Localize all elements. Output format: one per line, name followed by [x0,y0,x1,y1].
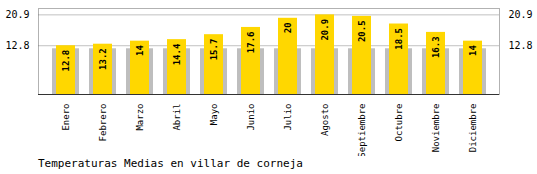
svg-text:Agosto: Agosto [320,104,330,137]
svg-text:Julio: Julio [283,104,293,131]
html-text:Temperaturas Medias en villar: Temperaturas Medias en villar de corneja [38,157,303,170]
svg-text:20.9: 20.9 [320,19,330,41]
svg-text:12.8: 12.8 [5,40,29,51]
svg-text:Mayo: Mayo [209,104,219,126]
svg-text:20: 20 [283,22,293,33]
svg-text:18.5: 18.5 [394,28,404,50]
svg-text:15.7: 15.7 [209,39,219,61]
svg-text:14: 14 [135,45,145,56]
svg-text:13.2: 13.2 [98,48,108,70]
svg-text:Noviembre: Noviembre [431,104,441,153]
svg-text:Marzo: Marzo [135,104,145,131]
svg-text:Diciembre: Diciembre [468,104,478,153]
svg-text:20.9: 20.9 [509,9,533,20]
svg-text:Febrero: Febrero [98,104,108,142]
svg-text:Junio: Junio [246,104,256,131]
svg-text:14: 14 [468,45,478,56]
svg-text:12.8: 12.8 [509,40,533,51]
svg-text:16.3: 16.3 [431,36,441,58]
svg-text:12.8: 12.8 [61,50,71,72]
svg-text:Octubre: Octubre [394,104,404,142]
svg-text:20.5: 20.5 [357,20,367,42]
svg-text:20.9: 20.9 [5,9,29,20]
svg-text:17.6: 17.6 [246,31,256,53]
svg-text:Abril: Abril [172,104,182,131]
svg-text:14.4: 14.4 [172,43,182,65]
svg-text:Septiembre: Septiembre [357,104,367,157]
svg-text:Enero: Enero [61,104,71,131]
